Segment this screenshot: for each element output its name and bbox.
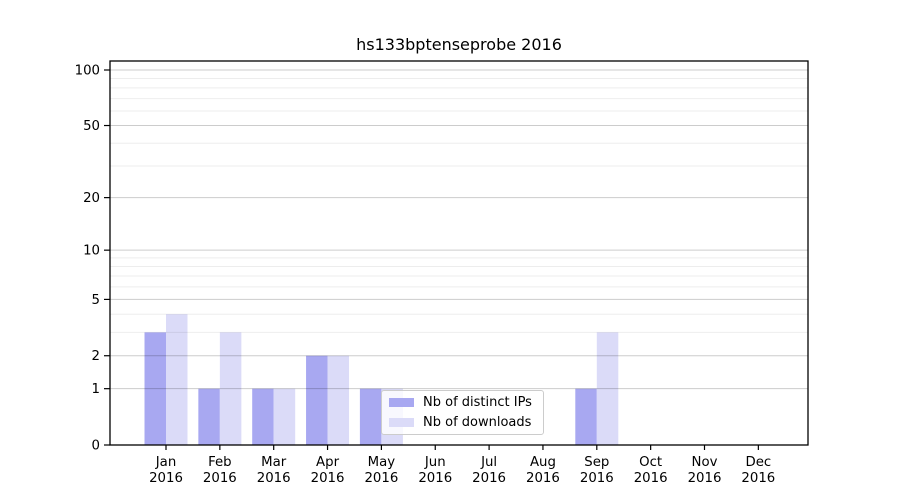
x-tick-label-year: 2016 bbox=[203, 471, 237, 486]
y-tick-label: 0 bbox=[92, 439, 100, 454]
x-tick-label-month: Apr bbox=[316, 455, 340, 470]
y-tick-label: 5 bbox=[92, 293, 100, 308]
chart-title: hs133bptenseprobe 2016 bbox=[356, 35, 562, 54]
x-tick-label-year: 2016 bbox=[580, 471, 614, 486]
x-tick-label-year: 2016 bbox=[311, 471, 345, 486]
bar-feb-downloads bbox=[219, 332, 242, 445]
bar-apr-downloads bbox=[327, 355, 350, 445]
x-tick-label-month: Sep bbox=[584, 455, 609, 470]
x-tick-label-year: 2016 bbox=[688, 471, 722, 486]
y-tick-label: 2 bbox=[92, 349, 100, 364]
bar-mar-downloads bbox=[273, 388, 296, 445]
x-tick-label-month: Nov bbox=[692, 455, 718, 470]
bar-apr-distinct-ips bbox=[306, 355, 328, 445]
x-tick-label-month: Oct bbox=[639, 455, 662, 470]
x-tick-label-year: 2016 bbox=[257, 471, 291, 486]
x-tick-label-month: Jun bbox=[424, 455, 446, 470]
legend-item-distinct-ips: Nb of distinct IPs bbox=[389, 395, 537, 411]
x-tick-label-month: Aug bbox=[530, 455, 556, 470]
x-tick-label-month: Feb bbox=[208, 455, 232, 470]
legend-swatch-downloads-icon bbox=[389, 418, 414, 427]
legend-item-downloads: Nb of downloads bbox=[389, 415, 537, 431]
legend-label-distinct-ips: Nb of distinct IPs bbox=[423, 394, 532, 410]
y-tick-label: 100 bbox=[75, 64, 100, 79]
plot-spines bbox=[109, 60, 809, 446]
bar-jan-downloads bbox=[166, 314, 188, 445]
x-tick-label-year: 2016 bbox=[418, 471, 452, 486]
x-tick-label-month: Mar bbox=[261, 455, 287, 470]
bar-mar-distinct-ips bbox=[252, 388, 274, 445]
x-tick-label-month: Jan bbox=[155, 455, 177, 470]
bar-sep-distinct-ips bbox=[575, 388, 597, 445]
legend-swatch-distinct-ips-icon bbox=[389, 398, 414, 407]
bar-feb-distinct-ips bbox=[198, 388, 220, 445]
y-tick-label: 20 bbox=[83, 191, 100, 206]
x-tick-label-month: Jul bbox=[480, 455, 497, 470]
x-tick-label-year: 2016 bbox=[526, 471, 560, 486]
x-tick-label-year: 2016 bbox=[634, 471, 668, 486]
x-tick-label-month: May bbox=[368, 455, 396, 470]
y-tick-label: 10 bbox=[83, 244, 100, 259]
x-tick-label-month: Dec bbox=[745, 455, 771, 470]
bar-sep-downloads bbox=[596, 332, 619, 445]
legend-label-downloads: Nb of downloads bbox=[423, 414, 532, 430]
x-tick-label-year: 2016 bbox=[472, 471, 506, 486]
bar-jan-distinct-ips bbox=[144, 332, 166, 445]
x-tick-label-year: 2016 bbox=[149, 471, 183, 486]
legend: Nb of distinct IPs Nb of downloads bbox=[381, 390, 544, 435]
y-tick-label: 50 bbox=[83, 119, 100, 134]
y-tick-label: 1 bbox=[92, 382, 100, 397]
bar-may-distinct-ips bbox=[359, 388, 382, 445]
x-tick-label-year: 2016 bbox=[364, 471, 398, 486]
x-tick-label-year: 2016 bbox=[741, 471, 775, 486]
